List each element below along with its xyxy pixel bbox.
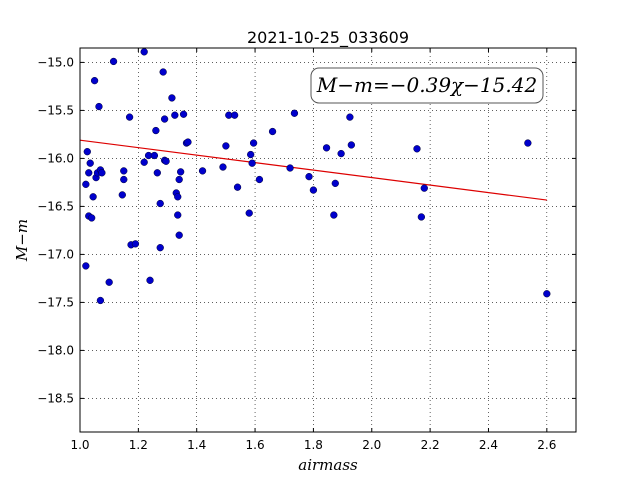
data-point — [82, 180, 90, 188]
data-point — [184, 138, 192, 146]
x-tick-label: 1.8 — [304, 438, 323, 452]
data-point — [175, 175, 183, 184]
data-point — [286, 164, 294, 172]
data-point — [305, 172, 313, 181]
axis-ticks: 1.0 1.2 1.4 1.6 1.8 2.0 2.2 2.4 2.6 −15.0 −15.5 −16… — [37, 48, 576, 452]
y-tick-label: −17.5 — [37, 295, 74, 309]
data-point — [413, 145, 421, 153]
data-point — [95, 102, 103, 111]
data-point — [159, 68, 167, 76]
data-point — [156, 244, 164, 252]
data-point — [120, 175, 128, 184]
data-point — [255, 175, 264, 184]
x-tick-label: 2.4 — [479, 438, 498, 452]
data-point — [109, 57, 118, 66]
y-tick-label: −15.0 — [37, 55, 74, 69]
x-tick-label: 2.6 — [537, 438, 556, 452]
data-point — [337, 149, 345, 158]
data-point — [153, 169, 161, 177]
data-point — [118, 191, 126, 199]
data-point — [96, 296, 105, 305]
data-point — [175, 231, 183, 239]
x-tick-label: 1.0 — [70, 438, 89, 452]
data-point — [322, 144, 331, 152]
data-point — [219, 163, 227, 171]
chart-title: 2021-10-25_033609 — [247, 28, 409, 48]
data-point — [245, 209, 253, 217]
annotation-text: M−m=−0.39χ−15.42 — [316, 73, 537, 97]
data-point — [179, 110, 188, 118]
data-point — [140, 158, 148, 166]
y-tick-label: −17.0 — [37, 247, 74, 261]
data-point — [162, 157, 170, 165]
data-point — [89, 193, 97, 201]
data-point — [233, 183, 242, 191]
data-point — [330, 211, 338, 219]
fit-line-layer — [79, 139, 547, 201]
data-point — [331, 179, 339, 188]
grid — [80, 48, 576, 432]
y-tick-label: −18.0 — [37, 343, 74, 357]
x-tick-label: 2.0 — [362, 438, 381, 452]
data-point — [82, 262, 90, 270]
data-point — [417, 213, 426, 221]
data-points — [82, 48, 551, 305]
data-point — [146, 276, 154, 284]
data-point — [160, 115, 169, 123]
data-point — [222, 142, 230, 150]
data-point — [248, 159, 256, 167]
x-tick-label: 1.6 — [246, 438, 265, 452]
x-tick-label: 1.2 — [129, 438, 148, 452]
data-point — [420, 184, 428, 192]
y-tick-label: −16.0 — [37, 151, 74, 165]
data-point — [168, 94, 176, 102]
data-point — [174, 193, 182, 201]
data-point — [140, 48, 148, 56]
data-point — [543, 290, 551, 298]
data-point — [125, 113, 134, 121]
x-tick-label: 1.4 — [187, 438, 206, 452]
y-axis-label: M−m — [13, 219, 31, 262]
data-point — [85, 169, 93, 177]
data-point — [230, 111, 239, 119]
data-point — [120, 167, 128, 175]
x-tick-label: 2.2 — [421, 438, 440, 452]
data-point — [309, 186, 318, 194]
data-point — [86, 159, 94, 167]
fit-equation-annotation: M−m=−0.39χ−15.42 — [310, 67, 544, 104]
data-point — [156, 199, 164, 208]
data-point — [98, 169, 106, 177]
y-tick-label: −18.5 — [37, 391, 74, 405]
x-axis-label: airmass — [298, 456, 358, 474]
data-point — [88, 214, 96, 222]
data-point — [177, 168, 185, 176]
annotation-box — [310, 67, 544, 104]
data-point — [150, 151, 159, 160]
data-point — [174, 211, 182, 219]
data-point — [152, 126, 160, 135]
data-point — [347, 141, 355, 149]
data-point — [346, 113, 354, 121]
fit-line — [79, 139, 547, 201]
plot-frame — [79, 47, 577, 433]
data-point — [131, 240, 140, 248]
y-tick-label: −15.5 — [37, 103, 74, 117]
data-point — [83, 148, 91, 156]
data-point — [105, 278, 113, 286]
data-point — [268, 127, 277, 136]
data-point — [249, 139, 258, 147]
data-point — [524, 139, 532, 147]
y-tick-label: −16.5 — [37, 199, 74, 213]
data-point — [198, 167, 207, 175]
data-point — [171, 111, 179, 119]
data-point — [90, 76, 99, 85]
data-point — [247, 150, 255, 159]
data-point — [290, 109, 299, 117]
